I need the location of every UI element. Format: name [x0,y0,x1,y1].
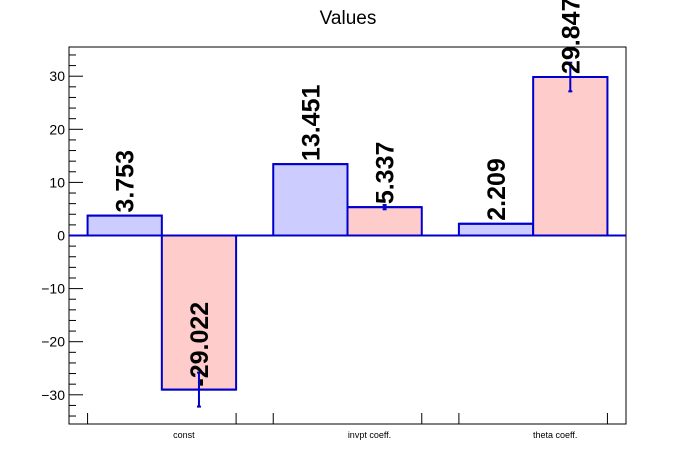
bar [160,234,238,391]
y-axis: −30 −20 −10 0 10 20 30 [41,54,83,417]
data-label: -29.022 [186,302,214,387]
data-label: 5.337 [372,142,400,205]
x-axis: const invpt coeff. theta coeff. [87,413,608,440]
bars [86,76,609,391]
data-label: 2.209 [483,158,511,221]
bar [86,214,163,237]
category-label: invpt coeff. [348,430,391,440]
y-tick-label: 20 [49,121,65,137]
y-tick-label: −20 [41,334,65,350]
category-label: const [173,430,195,440]
bar [346,206,423,237]
data-label: 29.847 [557,0,585,74]
y-tick-label: −30 [41,387,65,403]
y-tick-label: 0 [57,228,65,244]
data-label: 3.753 [112,150,140,213]
data-label: 13.451 [297,85,325,162]
y-tick-label: 10 [49,174,65,190]
y-tick-label: −10 [41,281,65,297]
category-label: theta coeff. [533,430,577,440]
chart-title: Values [320,8,377,29]
y-tick-label: 30 [49,68,65,84]
bar [457,222,535,237]
bar [532,76,609,237]
error-bars [87,61,608,408]
data-labels: 3.753 13.451 2.209 -29.022 5.337 29.847 [112,0,586,387]
bar [272,163,349,237]
